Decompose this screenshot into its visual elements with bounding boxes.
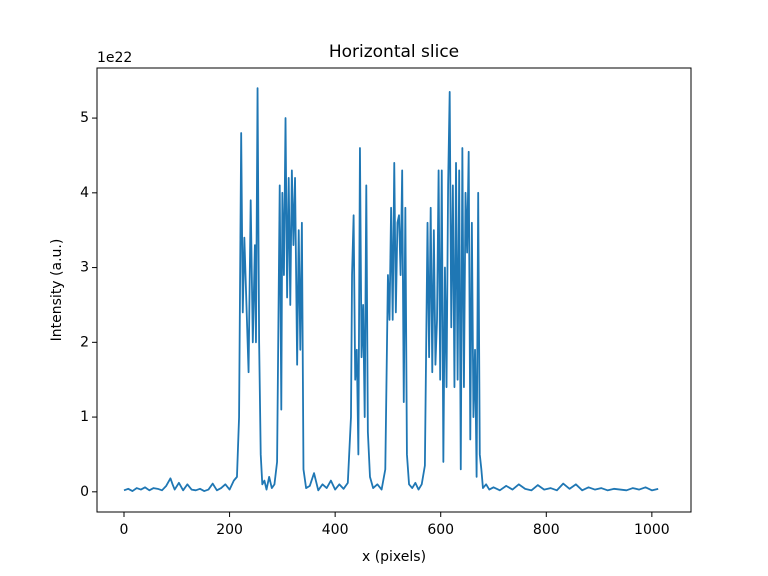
chart-title: Horizontal slice bbox=[329, 42, 459, 62]
x-tick-label: 0 bbox=[120, 522, 129, 538]
y-tick-label: 2 bbox=[80, 334, 89, 350]
y-axis-label: Intensity (a.u.) bbox=[49, 239, 65, 342]
offset-label: 1e22 bbox=[97, 50, 132, 66]
x-axis-label: x (pixels) bbox=[362, 549, 426, 565]
y-tick-label: 0 bbox=[80, 484, 89, 500]
y-tick-label: 3 bbox=[80, 260, 89, 276]
y-tick-label: 1 bbox=[80, 409, 89, 425]
data-line bbox=[123, 87, 659, 492]
y-tick-label: 5 bbox=[80, 110, 89, 126]
x-tick-label: 400 bbox=[322, 522, 349, 538]
plot-frame bbox=[96, 67, 692, 513]
x-tick-label: 200 bbox=[216, 522, 243, 538]
y-tick-label: 4 bbox=[80, 185, 89, 201]
x-tick-label: 1000 bbox=[634, 522, 670, 538]
x-tick-label: 800 bbox=[533, 522, 560, 538]
x-tick-label: 600 bbox=[427, 522, 454, 538]
